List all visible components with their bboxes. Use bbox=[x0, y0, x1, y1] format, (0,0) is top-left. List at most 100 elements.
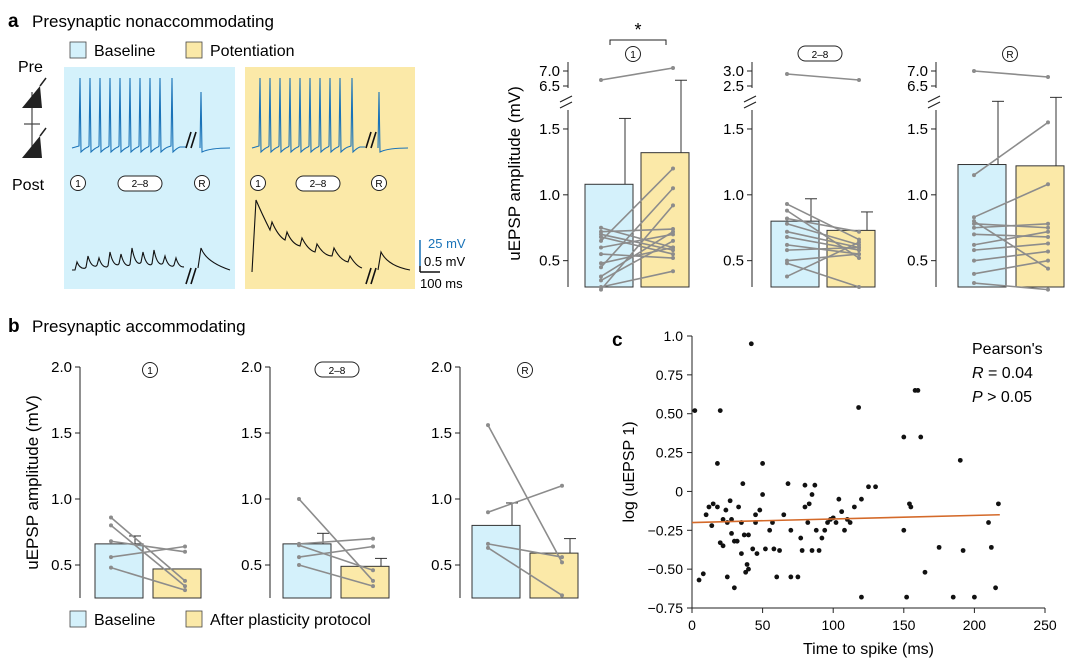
stats-title: Pearson's bbox=[972, 341, 1043, 358]
tag-circle bbox=[517, 362, 533, 378]
spike-tag: R bbox=[1002, 46, 1018, 62]
paired-line bbox=[786, 262, 860, 288]
scatter-point bbox=[720, 543, 726, 549]
paired-point bbox=[785, 72, 789, 76]
legend-baseline-label: Baseline bbox=[94, 43, 155, 60]
paired-line bbox=[487, 547, 563, 597]
scale-time-label: 100 ms bbox=[420, 276, 463, 291]
scatter-point bbox=[839, 509, 845, 515]
paired-point bbox=[972, 215, 976, 220]
tag-r: R bbox=[198, 179, 205, 190]
scatter-point bbox=[700, 571, 706, 577]
scatter-point bbox=[918, 434, 924, 440]
y-tick-label: 0.75 bbox=[656, 367, 683, 383]
paired-point bbox=[972, 69, 976, 73]
scatter-point bbox=[988, 544, 994, 550]
scatter-point bbox=[696, 577, 702, 583]
legend-b-after-swatch bbox=[185, 610, 203, 628]
spike-tag: 2–8 bbox=[314, 361, 360, 378]
paired-point bbox=[972, 248, 976, 253]
paired-point bbox=[560, 483, 564, 488]
paired-point bbox=[1046, 249, 1050, 254]
scatter-point bbox=[806, 501, 812, 507]
y-tick-label: 0.50 bbox=[656, 406, 683, 422]
y-axis-label: uEPSP amplitude (mV) bbox=[23, 395, 42, 569]
tag-label: 2–8 bbox=[329, 366, 346, 377]
y-tick-label: 0 bbox=[675, 483, 683, 499]
paired-point bbox=[857, 252, 861, 257]
legend-b-after-label: After plasticity protocol bbox=[210, 612, 371, 629]
paired-point bbox=[599, 261, 603, 266]
scatter-point bbox=[736, 504, 741, 510]
paired-point bbox=[857, 245, 861, 250]
scatter-point bbox=[734, 538, 740, 544]
paired-line bbox=[600, 270, 674, 288]
spike-tag: 1 bbox=[142, 362, 158, 378]
paired-point bbox=[599, 238, 603, 243]
significance-bracket bbox=[609, 39, 667, 45]
scatter-point bbox=[744, 562, 750, 567]
bar-chart-b-3: 0.5 1.0 1.5 2.0 R bbox=[431, 359, 579, 599]
paired-line bbox=[110, 516, 186, 582]
paired-line bbox=[786, 230, 860, 249]
spike-tag: 1 bbox=[625, 46, 641, 62]
paired-line bbox=[973, 233, 1049, 238]
potentiation-pre-trace bbox=[251, 77, 365, 154]
y-tick-label: 1.0 bbox=[907, 187, 928, 204]
tag-label: 1 bbox=[630, 50, 636, 61]
tag-1: 1 bbox=[75, 179, 81, 190]
scatter-point bbox=[901, 527, 907, 533]
bar-chart-b-2: 0.5 1.0 1.5 2.0 2–8 bbox=[241, 359, 390, 599]
paired-line bbox=[600, 187, 674, 268]
scatter-point bbox=[915, 388, 921, 393]
scatter-point bbox=[901, 434, 907, 440]
y-tick-label: 3.0 bbox=[723, 63, 744, 80]
paired-point bbox=[599, 274, 603, 279]
y-tick-label: 7.0 bbox=[539, 63, 560, 80]
paired-point bbox=[1046, 287, 1050, 292]
paired-point bbox=[785, 274, 789, 279]
scatter-point bbox=[856, 405, 862, 410]
y-tick-label: 1.5 bbox=[51, 425, 72, 442]
paired-line bbox=[487, 424, 563, 563]
paired-point bbox=[785, 202, 789, 207]
paired-line bbox=[786, 253, 860, 262]
potentiation-pre-trace-recovery bbox=[377, 91, 409, 153]
paired-line bbox=[973, 222, 1049, 229]
paired-point bbox=[671, 229, 675, 234]
scatter-point bbox=[788, 574, 794, 580]
paired-point bbox=[109, 523, 113, 528]
axis-break-mark bbox=[559, 95, 573, 109]
scatter-point bbox=[809, 548, 815, 553]
scatter-point bbox=[748, 341, 754, 347]
scatter-point bbox=[729, 517, 734, 522]
tag-pill bbox=[314, 361, 360, 378]
paired-line bbox=[973, 250, 1049, 262]
bar-chart-b-1: 0.5 1.0 1.5 2.0 1 uEPSP amplitude (mV) bbox=[23, 359, 202, 599]
paired-point bbox=[785, 234, 789, 239]
baseline-post-recovery-trace bbox=[197, 247, 231, 271]
y-tick-label: 1.0 bbox=[723, 187, 744, 204]
tag-1: 1 bbox=[255, 179, 261, 190]
scatter-point bbox=[851, 504, 857, 510]
paired-point bbox=[599, 245, 603, 250]
paired-line bbox=[298, 544, 374, 572]
tag-circle bbox=[1002, 46, 1018, 62]
scatter-point bbox=[813, 527, 819, 533]
paired-line bbox=[487, 485, 563, 513]
paired-line bbox=[298, 564, 374, 587]
y-tick-label: 2.5 bbox=[723, 78, 744, 95]
scatter-point bbox=[767, 527, 773, 533]
paired-point bbox=[560, 555, 564, 560]
paired-point bbox=[183, 578, 187, 583]
panel-a-letter: a bbox=[8, 11, 19, 32]
y-tick-label: 6.5 bbox=[907, 78, 928, 95]
paired-point bbox=[371, 578, 375, 583]
y-tick-label: −0.50 bbox=[648, 561, 684, 577]
paired-point bbox=[297, 543, 301, 548]
x-tick-label: 250 bbox=[1033, 617, 1057, 633]
bar-after bbox=[529, 552, 579, 599]
scatter-point bbox=[731, 585, 737, 591]
scatter-point bbox=[777, 548, 782, 553]
paired-point bbox=[671, 66, 675, 70]
